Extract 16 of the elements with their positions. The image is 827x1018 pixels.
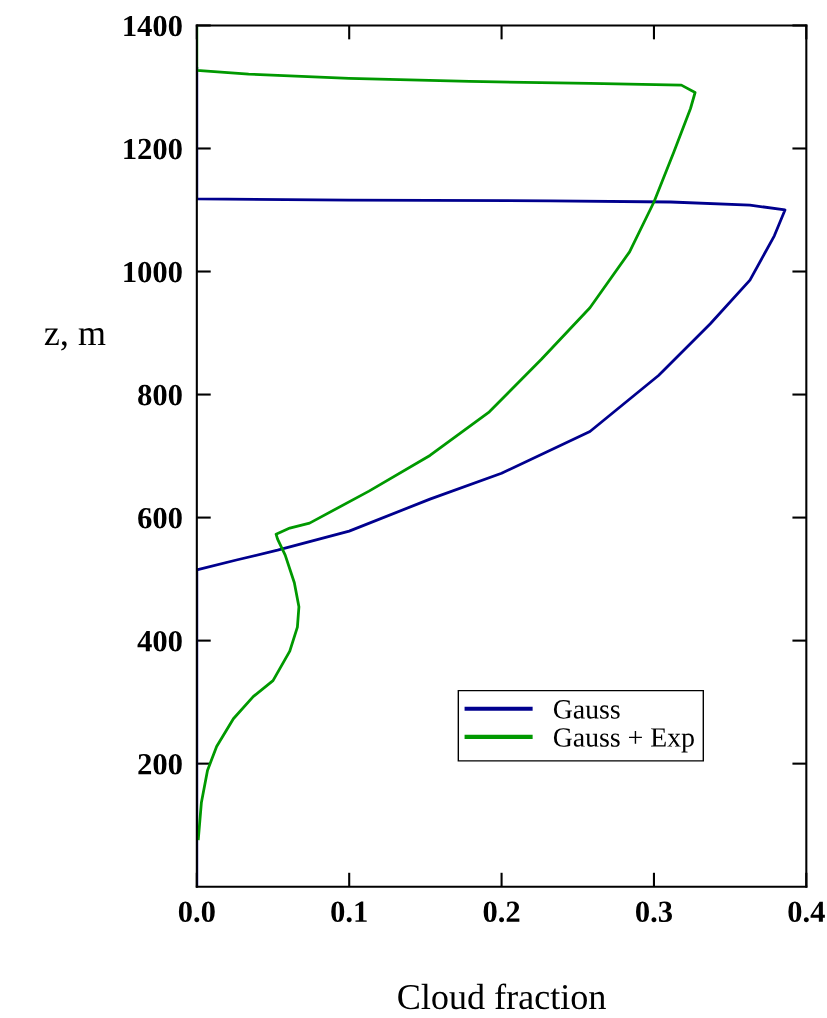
y-tick-label: 600 xyxy=(138,507,182,529)
x-tick-label: 0.1 xyxy=(331,901,367,923)
x-tick-label: 0.3 xyxy=(636,901,672,923)
legend-label: Gauss + Exp xyxy=(553,728,694,753)
y-axis-title: z, m xyxy=(44,328,106,351)
y-tick-label: 400 xyxy=(137,630,182,652)
y-tick-label: 200 xyxy=(138,753,182,775)
x-axis-title: Cloud fraction xyxy=(398,983,606,1010)
y-tick-label: 1200 xyxy=(124,138,182,160)
x-tick-label: 0.4 xyxy=(788,901,825,923)
legend-label: Gauss xyxy=(553,700,620,719)
x-tick-label: 0.2 xyxy=(483,901,520,923)
y-tick-label: 1000 xyxy=(124,261,182,283)
y-tick-label: 1400 xyxy=(124,15,182,37)
x-tick-label: 0.0 xyxy=(178,901,215,923)
y-tick-label: 800 xyxy=(138,384,182,406)
